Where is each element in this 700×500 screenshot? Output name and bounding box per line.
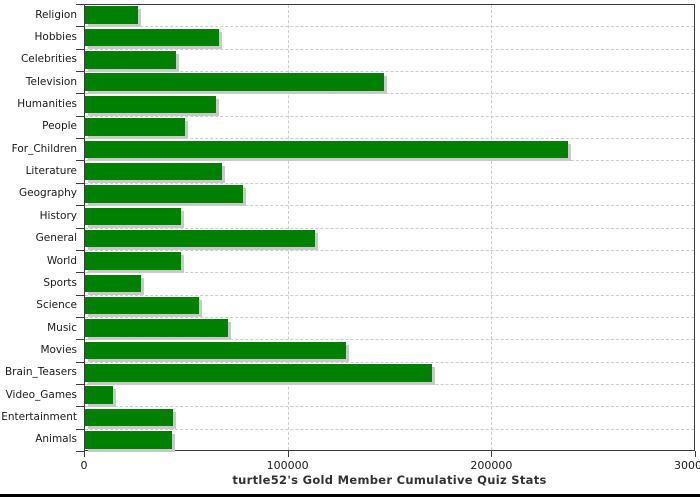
category-label: Brain_Teasers xyxy=(4,366,77,379)
bar-for_children xyxy=(85,140,568,159)
horizontal-gridline xyxy=(85,227,694,229)
horizontal-gridline xyxy=(85,272,694,274)
horizontal-gridline xyxy=(85,249,694,251)
bar-video_games xyxy=(85,386,113,404)
bar-literature xyxy=(85,162,222,181)
y-axis-tick xyxy=(76,406,84,408)
category-label: Animals xyxy=(35,433,77,446)
category-label: Literature xyxy=(25,165,77,178)
horizontal-gridline xyxy=(85,93,694,95)
horizontal-gridline xyxy=(85,115,694,117)
category-label: Movies xyxy=(40,343,77,356)
horizontal-gridline xyxy=(85,316,694,318)
x-axis-tick xyxy=(695,451,696,457)
horizontal-gridline xyxy=(85,26,694,28)
category-label: Science xyxy=(36,299,77,312)
bar-general xyxy=(85,229,315,248)
y-axis-tick xyxy=(76,339,84,341)
category-label: Celebrities xyxy=(20,53,77,66)
category-label: Video_Games xyxy=(5,388,77,401)
chart-title: turtle52's Gold Member Cumulative Quiz S… xyxy=(232,473,547,487)
bar-music xyxy=(85,319,228,337)
y-axis-tick xyxy=(76,138,84,140)
x-axis-tick-label: 100000 xyxy=(266,459,309,472)
y-axis-tick xyxy=(76,249,84,251)
category-label: Sports xyxy=(43,276,77,289)
horizontal-gridline xyxy=(85,361,694,363)
category-label: Music xyxy=(47,321,77,334)
bar-brain_teasers xyxy=(85,364,432,382)
horizontal-gridline xyxy=(85,48,694,50)
y-axis-tick xyxy=(76,93,84,95)
y-axis-tick xyxy=(76,316,84,318)
horizontal-gridline xyxy=(85,339,694,341)
category-label: Humanities xyxy=(17,98,77,111)
horizontal-gridline xyxy=(85,406,694,408)
x-axis-tick-label: 200000 xyxy=(470,459,513,472)
y-axis-tick xyxy=(76,182,84,184)
category-label: For_Children xyxy=(11,142,77,155)
bar-movies xyxy=(85,341,346,360)
x-axis-tick-label: 300000 xyxy=(674,459,700,472)
bar-geography xyxy=(85,185,243,203)
category-label: Entertainment xyxy=(1,410,77,423)
x-axis-tick xyxy=(84,451,85,457)
horizontal-gridline xyxy=(85,138,694,140)
bar-celebrities xyxy=(85,51,176,69)
bar-entertainment xyxy=(85,408,173,427)
y-axis-tick xyxy=(76,205,84,207)
category-label: Television xyxy=(25,75,77,88)
x-axis-tick-label: 0 xyxy=(80,459,88,472)
horizontal-gridline xyxy=(85,71,694,73)
bar-history xyxy=(85,207,181,226)
y-axis-tick xyxy=(76,272,84,274)
y-axis-tick xyxy=(76,294,84,296)
y-axis-tick xyxy=(76,71,84,73)
bar-people xyxy=(85,118,185,136)
bar-humanities xyxy=(85,95,216,114)
bar-religion xyxy=(85,6,138,24)
y-axis-tick xyxy=(76,26,84,28)
y-axis-tick xyxy=(76,227,84,229)
bar-sports xyxy=(85,274,141,293)
x-axis-tick xyxy=(287,451,289,457)
category-label: History xyxy=(39,209,77,222)
y-axis-tick xyxy=(76,451,84,452)
category-label: World xyxy=(46,254,77,267)
horizontal-gridline xyxy=(85,294,694,296)
horizontal-gridline xyxy=(85,160,694,162)
bar-science xyxy=(85,296,199,315)
x-axis-tick xyxy=(491,451,493,457)
bar-hobbies xyxy=(85,28,219,47)
y-axis-tick xyxy=(76,428,84,430)
bar-television xyxy=(85,73,384,91)
category-label: Religion xyxy=(35,8,77,21)
y-axis-tick xyxy=(76,160,84,162)
category-label: General xyxy=(35,232,77,245)
horizontal-gridline xyxy=(85,182,694,184)
y-axis-tick xyxy=(76,115,84,117)
bottom-divider xyxy=(0,494,700,497)
bar-world xyxy=(85,252,181,270)
horizontal-gridline xyxy=(85,428,694,430)
category-label: Hobbies xyxy=(34,31,78,44)
y-axis-tick xyxy=(76,383,84,385)
y-axis-tick xyxy=(76,361,84,363)
y-axis-tick xyxy=(76,48,84,50)
category-label: Geography xyxy=(19,187,77,200)
category-label: People xyxy=(42,120,77,133)
horizontal-gridline xyxy=(85,205,694,207)
horizontal-gridline xyxy=(85,383,694,385)
plot-area xyxy=(84,4,695,451)
y-axis-tick xyxy=(76,4,84,5)
bar-animals xyxy=(85,431,172,449)
